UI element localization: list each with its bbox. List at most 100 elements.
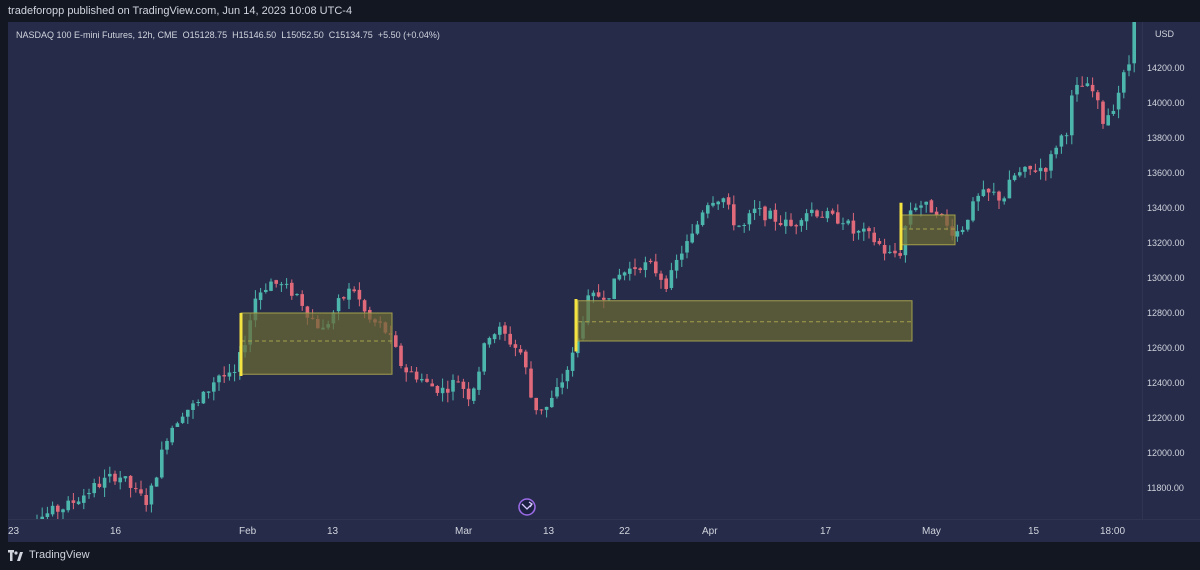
candle-body xyxy=(1096,92,1100,101)
candle-up xyxy=(570,347,575,377)
candle-up xyxy=(201,390,206,405)
candle-body xyxy=(357,289,362,300)
candle-body xyxy=(773,209,778,222)
candle-body xyxy=(539,409,544,411)
candle-up xyxy=(36,514,38,519)
candle-body xyxy=(721,198,726,203)
candle-up xyxy=(487,336,492,348)
price-tick-label: 13800.00 xyxy=(1147,133,1185,143)
candle-body xyxy=(633,267,637,270)
candle-up xyxy=(175,421,180,427)
candle-body xyxy=(789,219,793,226)
candle-body xyxy=(820,216,824,218)
candle-body xyxy=(206,391,211,393)
time-axis: 23 16 Feb 13 Mar 13 22 Apr 17 May 15 18:00 xyxy=(8,526,1125,537)
time-tick-label: 13 xyxy=(543,526,555,537)
candle-body xyxy=(680,253,684,260)
price-tick-label: 14000.00 xyxy=(1147,98,1185,108)
candle-up xyxy=(612,278,616,300)
price-tick-label: 12000.00 xyxy=(1147,448,1185,458)
candle-body xyxy=(186,409,190,417)
candle-body xyxy=(1002,198,1006,202)
price-tick-label: 13400.00 xyxy=(1147,203,1185,213)
candle-body xyxy=(898,253,902,256)
price-tick-label: 13000.00 xyxy=(1147,273,1185,283)
candle-down xyxy=(882,238,887,261)
time-tick-label: Feb xyxy=(239,526,257,537)
price-tick-label: 13600.00 xyxy=(1147,168,1185,178)
price-scale[interactable]: USD 14200.00 14000.00 13800.00 13600.00 13400… xyxy=(1142,22,1200,528)
candle-down xyxy=(1096,89,1100,110)
candle-up xyxy=(747,209,752,231)
time-scale[interactable]: 23 16 Feb 13 Mar 13 22 Apr 17 May 15 18:00 xyxy=(8,519,1200,542)
tradingview-brand[interactable]: TradingView xyxy=(8,549,90,561)
candle-body xyxy=(612,278,616,299)
candle-up xyxy=(1059,134,1064,154)
candle-down xyxy=(633,258,637,276)
candle-body xyxy=(851,220,856,234)
candle-body xyxy=(154,477,159,487)
candle-body xyxy=(565,369,570,382)
candle-body xyxy=(1044,168,1048,172)
candle-up xyxy=(752,199,757,220)
candle-body xyxy=(513,344,518,348)
candle-body xyxy=(196,402,200,404)
candle-down xyxy=(134,482,138,493)
candle-up xyxy=(170,425,174,446)
candle-body xyxy=(591,292,596,297)
candle-down xyxy=(352,286,356,293)
candle-up xyxy=(1106,108,1110,126)
zone-box xyxy=(901,214,956,246)
time-tick-label: Mar xyxy=(455,526,473,537)
candle-up xyxy=(217,374,221,391)
price-tick-label: 13200.00 xyxy=(1147,238,1185,248)
candle-body xyxy=(399,345,403,367)
candle-up xyxy=(841,217,845,231)
candle-body xyxy=(487,337,492,345)
candle-body xyxy=(212,382,216,392)
candle-down xyxy=(820,211,824,218)
zones-group xyxy=(240,214,956,375)
candle-body xyxy=(430,383,434,387)
candle-body xyxy=(810,209,814,214)
candle-body xyxy=(446,388,450,393)
candlestick-chart[interactable] xyxy=(8,22,1142,519)
candle-up xyxy=(960,226,965,235)
candle-up xyxy=(1075,77,1079,102)
candle-body xyxy=(451,379,455,392)
candle-down xyxy=(773,203,778,231)
candle-body xyxy=(924,201,928,205)
candle-up xyxy=(742,223,746,233)
candle-up xyxy=(165,438,169,455)
candle-body xyxy=(227,372,232,377)
candle-up xyxy=(690,224,694,244)
candle-up xyxy=(1070,89,1074,145)
candle-body xyxy=(804,213,809,222)
candle-body xyxy=(295,294,299,296)
candle-up xyxy=(862,222,866,241)
candle-body xyxy=(862,228,866,232)
candle-down xyxy=(893,243,897,258)
candle-up xyxy=(1012,173,1017,182)
candle-down xyxy=(144,488,148,512)
candle-body xyxy=(617,274,622,280)
symbol-legend: NASDAQ 100 E-mini Futures, 12h, CME O151… xyxy=(16,30,440,40)
candle-down xyxy=(357,282,362,307)
candle-up xyxy=(680,245,684,267)
candle-up xyxy=(737,225,741,228)
candle-up xyxy=(108,466,112,483)
candle-up xyxy=(622,271,627,281)
candle-body xyxy=(40,516,44,519)
candle-up xyxy=(784,211,788,234)
candle-body xyxy=(87,492,91,495)
candle-up xyxy=(482,342,486,375)
candle-up xyxy=(628,261,632,281)
candle-down xyxy=(404,364,408,382)
candle-body xyxy=(711,202,715,206)
candle-up xyxy=(846,219,850,226)
candle-body xyxy=(253,298,258,321)
candle-up xyxy=(451,374,455,401)
candle-up xyxy=(347,283,351,309)
change-value: +5.50 (+0.04%) xyxy=(377,30,440,40)
chart-area[interactable] xyxy=(8,22,1142,519)
